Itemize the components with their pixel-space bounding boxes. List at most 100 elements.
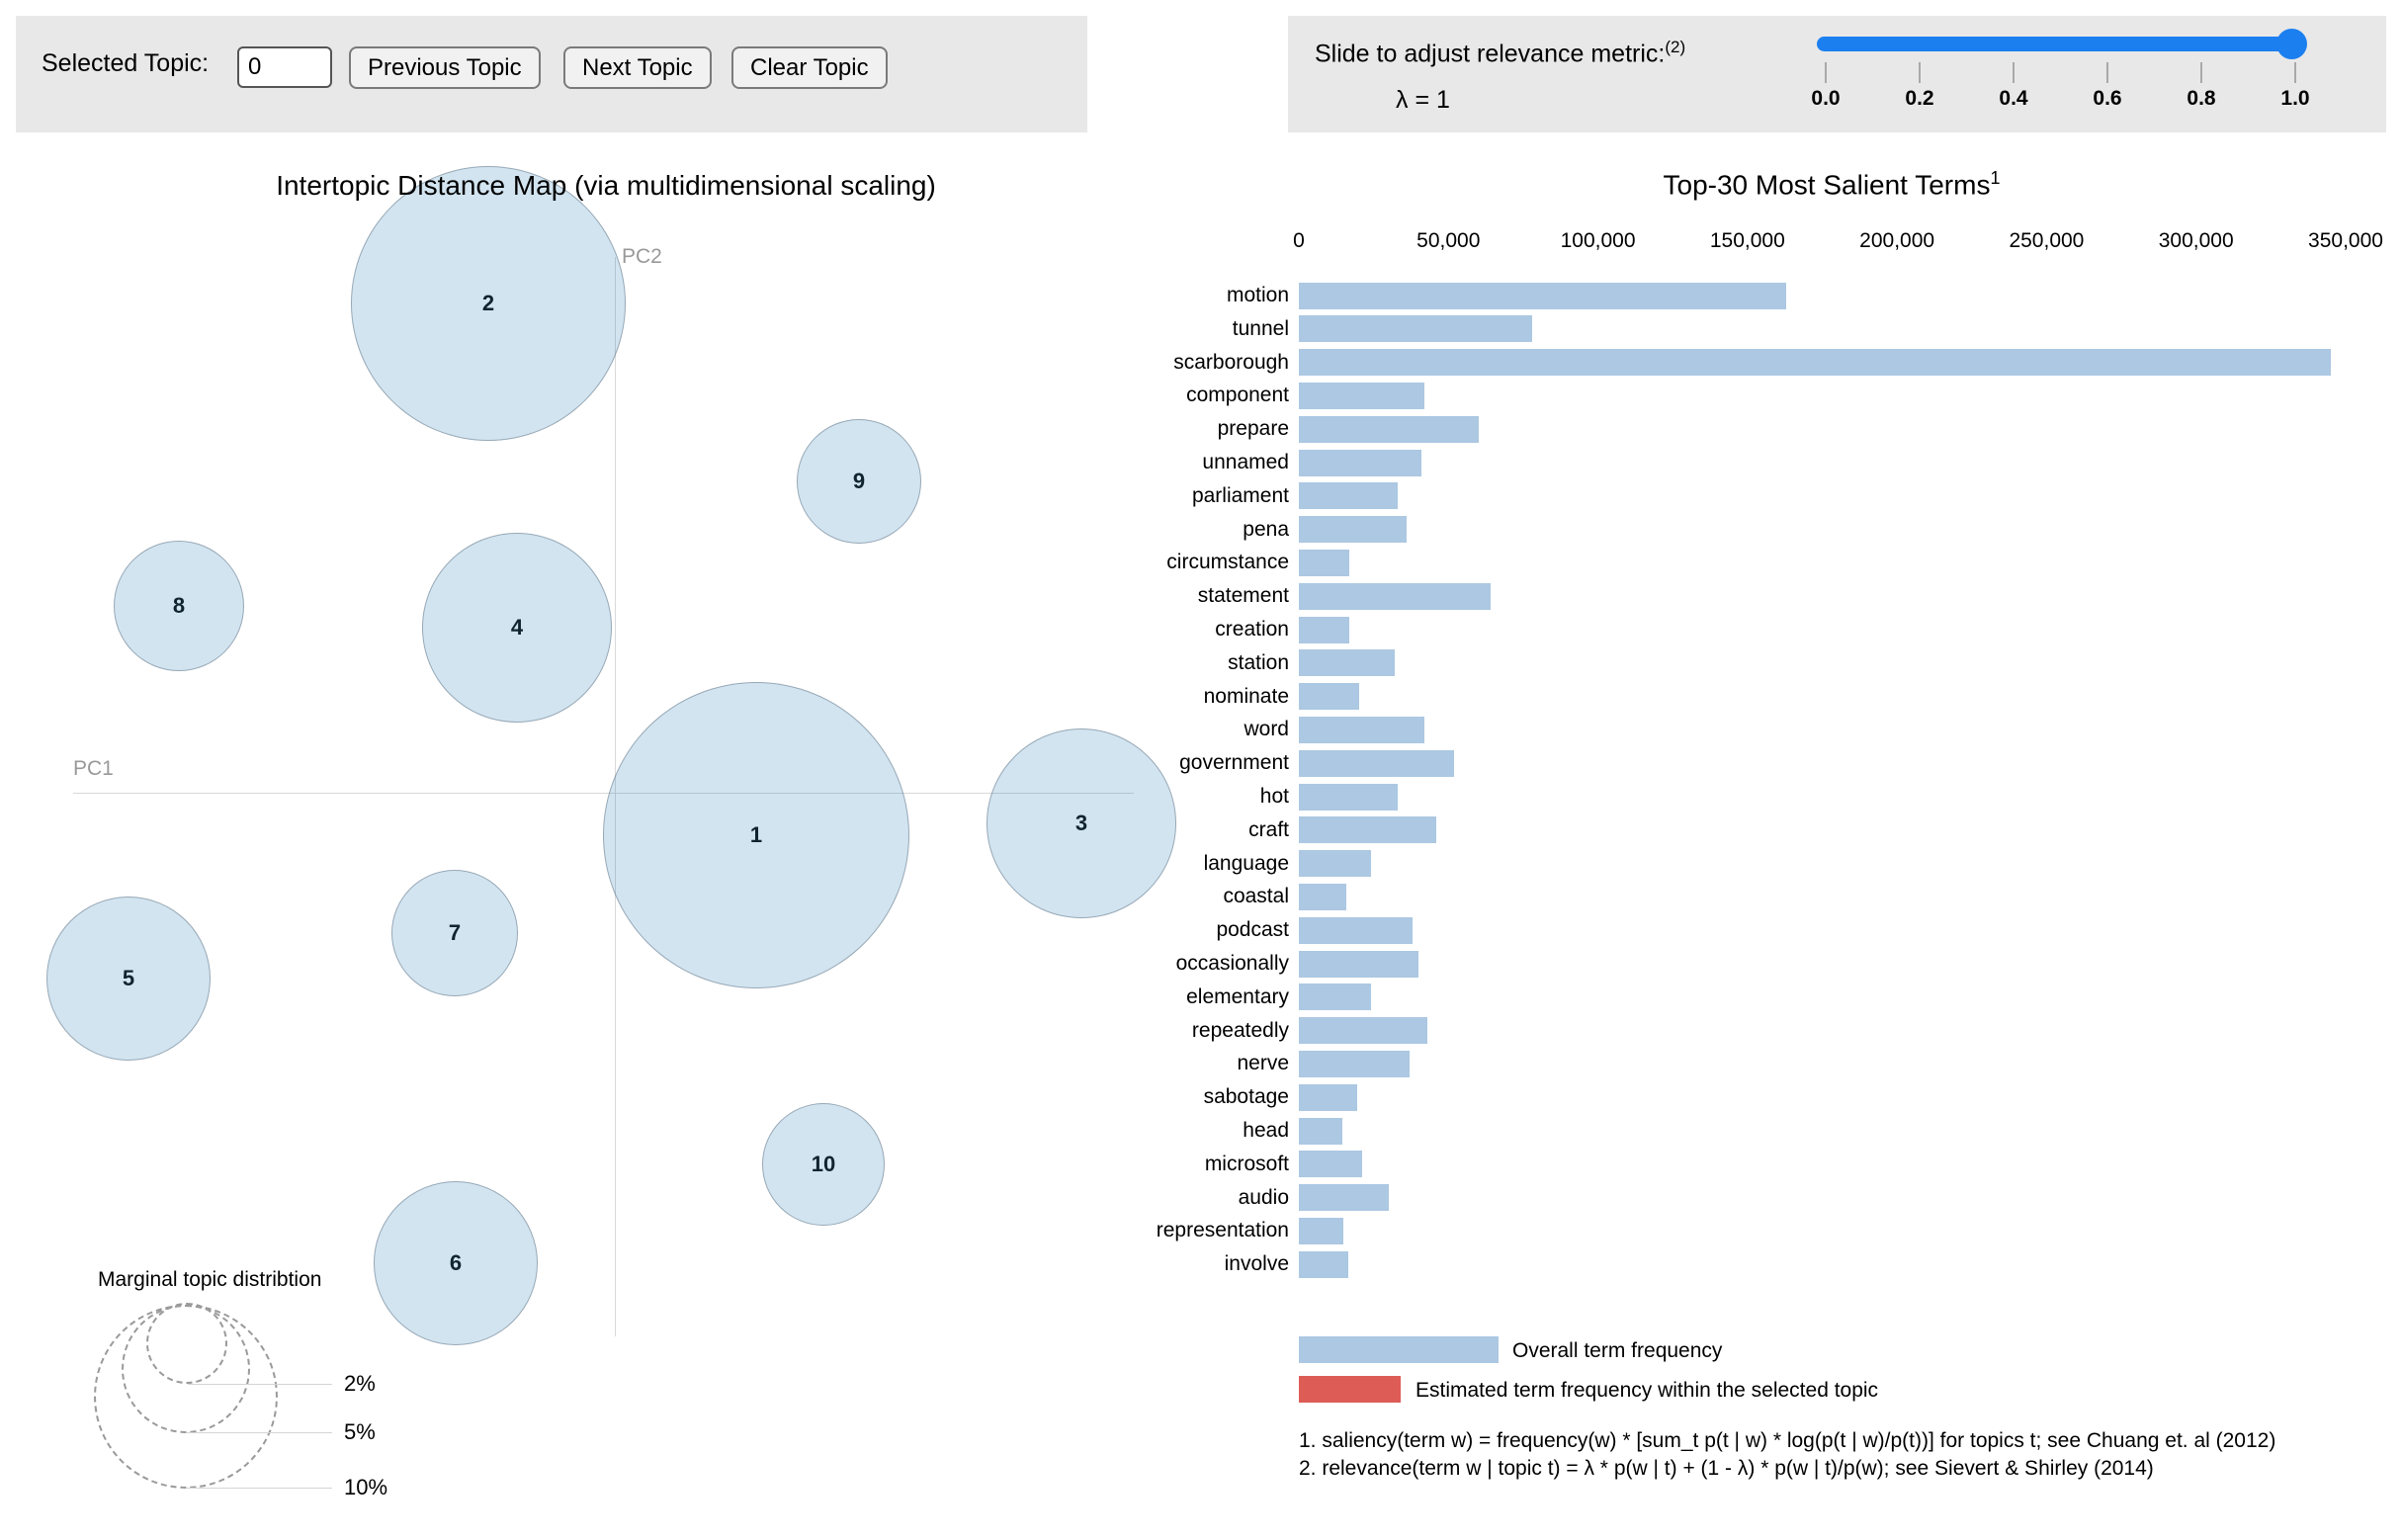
term-bar-audio[interactable] (1299, 1184, 1389, 1212)
term-bar-repeatedly[interactable] (1299, 1017, 1427, 1045)
relevance-slider-label: Slide to adjust relevance metric:(2) (1315, 38, 1686, 68)
term-bar-elementary[interactable] (1299, 984, 1371, 1011)
term-label-microsoft: microsoft (1204, 1152, 1289, 1175)
lambda-readout: λ = 1 (1396, 86, 1450, 114)
size-legend-line-2pct (188, 1384, 332, 1385)
x-axis-tick-label: 50,000 (1416, 229, 1481, 252)
term-bar-craft[interactable] (1299, 816, 1436, 844)
term-bar-coastal[interactable] (1299, 883, 1346, 910)
term-bar-microsoft[interactable] (1299, 1151, 1362, 1178)
term-bar-language[interactable] (1299, 850, 1371, 878)
term-bar-podcast[interactable] (1299, 916, 1413, 944)
size-legend-label-10pct: 10% (344, 1475, 388, 1499)
term-bar-nominate[interactable] (1299, 683, 1359, 711)
slider-label-superscript: (2) (1665, 38, 1686, 56)
term-bar-sabotage[interactable] (1299, 1083, 1357, 1111)
x-axis-tick-label: 200,000 (1859, 229, 1935, 252)
topic-bubble-9[interactable] (797, 419, 921, 544)
size-legend-label-2pct: 2% (344, 1371, 376, 1396)
pc1-axis-line (73, 793, 1134, 794)
slider-tick-label: 0.4 (1999, 87, 2028, 110)
slider-tick-mark (1825, 62, 1827, 83)
term-bar-nerve[interactable] (1299, 1050, 1410, 1077)
pc2-axis-label: PC2 (622, 245, 662, 268)
relevance-slider-track[interactable] (1817, 37, 2306, 51)
term-label-component: component (1186, 384, 1289, 407)
topic-bubble-label-9: 9 (852, 469, 866, 493)
term-bar-station[interactable] (1299, 649, 1395, 677)
size-legend-line-10pct (186, 1488, 332, 1489)
selected-topic-input[interactable] (237, 46, 332, 88)
topic-bubble-label-8: 8 (172, 593, 186, 618)
next-topic-button[interactable]: Next Topic (563, 46, 712, 89)
topic-bubble-label-2: 2 (481, 291, 495, 315)
term-label-craft: craft (1248, 817, 1289, 841)
term-label-audio: audio (1238, 1185, 1289, 1209)
topic-bubble-2[interactable] (351, 166, 626, 441)
term-bar-head[interactable] (1299, 1117, 1342, 1145)
slider-tick-mark (2106, 62, 2108, 83)
x-axis-tick-label: 150,000 (1709, 229, 1785, 252)
previous-topic-button[interactable]: Previous Topic (349, 46, 541, 89)
term-bar-pena[interactable] (1299, 516, 1407, 544)
term-bar-hot[interactable] (1299, 783, 1398, 811)
clear-topic-button[interactable]: Clear Topic (731, 46, 888, 89)
legend-label-topic-frequency: Estimated term frequency within the sele… (1415, 1379, 1879, 1402)
x-axis-tick-label: 250,000 (2009, 229, 2085, 252)
slider-tick-label: 0.2 (1905, 87, 1934, 110)
term-bar-involve[interactable] (1299, 1250, 1348, 1278)
topic-bubble-1[interactable] (603, 682, 909, 988)
term-label-repeatedly: repeatedly (1191, 1018, 1289, 1042)
term-bar-component[interactable] (1299, 382, 1424, 409)
topic-bubble-4[interactable] (422, 533, 612, 723)
term-label-sabotage: sabotage (1203, 1085, 1289, 1109)
term-bar-government[interactable] (1299, 749, 1454, 777)
term-bar-unnamed[interactable] (1299, 449, 1421, 476)
term-bar-scarborough[interactable] (1299, 349, 2331, 377)
marginal-distribution-legend-title: Marginal topic distribtion (98, 1268, 322, 1291)
term-bar-parliament[interactable] (1299, 482, 1398, 510)
x-axis-tick-label: 0 (1293, 229, 1305, 252)
term-bar-circumstance[interactable] (1299, 549, 1349, 576)
slider-tick-label: 0.6 (2093, 87, 2122, 110)
topic-bubble-label-3: 3 (1074, 811, 1088, 835)
term-label-hot: hot (1259, 785, 1289, 808)
term-label-involve: involve (1224, 1252, 1289, 1276)
term-label-creation: creation (1215, 618, 1289, 641)
topic-bubble-5[interactable] (46, 897, 211, 1061)
term-bar-representation[interactable] (1299, 1217, 1343, 1244)
topic-bubble-7[interactable] (391, 870, 518, 996)
size-legend-circle-10pct (94, 1305, 278, 1489)
term-label-pena: pena (1243, 517, 1289, 541)
term-label-elementary: elementary (1186, 984, 1289, 1008)
topic-bubble-10[interactable] (762, 1103, 885, 1226)
term-bar-creation[interactable] (1299, 616, 1349, 643)
term-label-station: station (1228, 650, 1289, 674)
topic-bubble-label-4: 4 (510, 615, 524, 640)
term-bar-occasionally[interactable] (1299, 950, 1418, 978)
term-label-government: government (1179, 751, 1289, 775)
term-label-tunnel: tunnel (1232, 316, 1289, 340)
term-label-language: language (1203, 851, 1289, 875)
x-axis-tick-label: 350,000 (2308, 229, 2383, 252)
term-label-circumstance: circumstance (1166, 551, 1289, 574)
topic-bubble-label-7: 7 (448, 920, 462, 945)
footnote-saliency: 1. saliency(term w) = frequency(w) * [su… (1299, 1429, 2276, 1452)
slider-tick-mark (2294, 62, 2296, 83)
x-axis-tick-label: 100,000 (1560, 229, 1636, 252)
term-label-statement: statement (1197, 584, 1289, 608)
term-label-scarborough: scarborough (1173, 350, 1289, 374)
term-bar-statement[interactable] (1299, 582, 1491, 610)
topic-bubble-6[interactable] (374, 1181, 538, 1345)
relevance-slider-handle[interactable] (2276, 29, 2307, 59)
legend-label-overall-frequency: Overall term frequency (1512, 1339, 1723, 1362)
barchart-title: Top-30 Most Salient Terms1 (1663, 168, 2001, 201)
term-bar-motion[interactable] (1299, 282, 1786, 309)
term-bar-word[interactable] (1299, 716, 1424, 743)
topic-bubble-8[interactable] (114, 541, 244, 671)
term-label-occasionally: occasionally (1175, 952, 1289, 975)
term-bar-tunnel[interactable] (1299, 315, 1532, 343)
topic-bubble-3[interactable] (987, 728, 1176, 918)
term-bar-prepare[interactable] (1299, 415, 1479, 443)
